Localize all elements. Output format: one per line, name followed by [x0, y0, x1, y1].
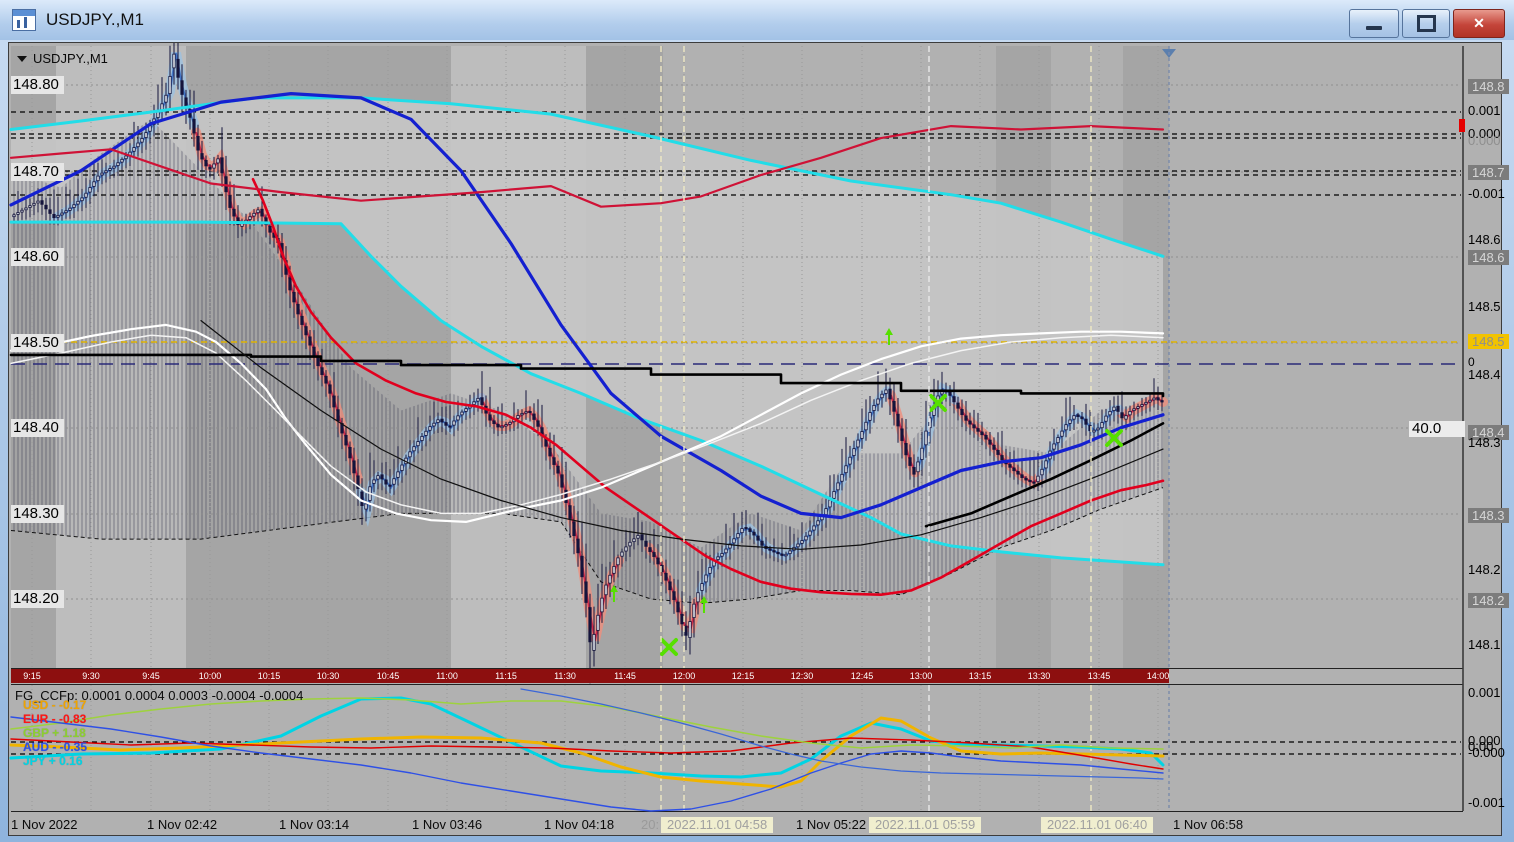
time-strip-label: 13:15: [968, 671, 992, 681]
axis-price-label: -0.001: [1468, 186, 1505, 201]
date-axis-label: 2022.11.01 05:59: [869, 817, 982, 833]
axis-price-label: 148.6: [1468, 250, 1509, 265]
axis-price-label: 148.2: [1468, 562, 1501, 577]
axis-price-label: 0.00: [1468, 739, 1494, 754]
chevron-down-icon: [17, 55, 27, 62]
axis-price-label: 148.2: [1468, 593, 1509, 608]
time-strip-label: 9:30: [82, 671, 100, 681]
date-axis-label: 20:: [641, 817, 660, 832]
date-axis-label: 1 Nov 02:42: [147, 817, 218, 832]
time-strip-label: 10:15: [257, 671, 281, 681]
axis-price-label: 148.4: [1468, 425, 1509, 440]
legend-currency-row: USD - -0.17: [23, 698, 87, 712]
date-axis-label: 2022.11.01 06:40: [1041, 817, 1154, 833]
price-label: 148.70: [11, 163, 64, 181]
axis-price-label: 148.4: [1468, 367, 1501, 382]
axis-price-label: 148.3: [1468, 435, 1501, 450]
price-label: 148.20: [11, 590, 64, 608]
time-strip-label: 11:00: [436, 671, 458, 681]
price-label: 148.40: [11, 419, 64, 437]
time-strip-label: 12:30: [790, 671, 814, 681]
minimize-icon: [1366, 25, 1382, 30]
axis-price-label: 0.000: [1468, 126, 1501, 141]
axis-price-label: 148.5: [1468, 334, 1509, 349]
date-axis-label: 1 Nov 03:14: [279, 817, 350, 832]
axis-price-label: 0: [1468, 355, 1475, 369]
date-axis-label: 1 Nov 06:58: [1173, 817, 1244, 832]
time-strip-label: 9:15: [23, 671, 41, 681]
chart-client-area[interactable]: USDJPY.,M1 FG_CCFp: 0.0001 0.0004 0.0003…: [8, 42, 1509, 837]
symbol-timeframe-label[interactable]: USDJPY.,M1: [17, 51, 108, 66]
time-strip-label: 13:30: [1027, 671, 1051, 681]
price-label: 148.60: [11, 248, 64, 266]
time-strip-label: 10:45: [376, 671, 400, 681]
date-axis-label: 2022.11.01 04:58: [661, 817, 774, 833]
time-strip-label: 11:30: [554, 671, 576, 681]
legend-currency-row: GBP + 1.18: [23, 726, 86, 740]
axis-price-label: -0.001: [1468, 795, 1505, 810]
axis-price-label: 148.1: [1468, 637, 1501, 652]
legend-currency-row: AUD - -0.35: [23, 740, 88, 754]
title-bar[interactable]: USDJPY.,M1 ✕: [0, 0, 1514, 40]
time-strip-label: 11:15: [495, 671, 517, 681]
minimize-button[interactable]: [1349, 9, 1399, 38]
axis-price-label: 148.7: [1468, 165, 1509, 180]
axis-price-label: 148.6: [1468, 232, 1501, 247]
price-label: 148.80: [11, 76, 64, 94]
time-strip-label: 11:45: [614, 671, 636, 681]
time-strip-label: 10:30: [316, 671, 340, 681]
time-strip-label: 14:00: [1146, 671, 1170, 681]
date-axis-label: 1 Nov 2022: [11, 817, 78, 832]
axis-price-label: -0.000: [1468, 745, 1505, 760]
close-button[interactable]: ✕: [1453, 9, 1505, 38]
legend-currency-row: EUR - -0.83: [23, 712, 87, 726]
time-strip-label: 12:15: [731, 671, 755, 681]
price-label: 148.50: [11, 334, 64, 352]
date-axis-label: 1 Nov 03:46: [412, 817, 483, 832]
price-label: 148.30: [11, 505, 64, 523]
axis-price-label: 0.001: [1468, 103, 1501, 118]
indicator-header: FG_CCFp: 0.0001 0.0004 0.0003 -0.0004 -0…: [15, 688, 304, 703]
axis-price-label: 0.001: [1468, 685, 1501, 700]
price-chart-canvas[interactable]: [9, 43, 1503, 837]
time-strip-label: 12:00: [672, 671, 696, 681]
current-price-badge: 40.0: [1409, 421, 1465, 437]
axis-price-label: 0.000: [1468, 733, 1501, 748]
axis-price-label: 148.3: [1468, 508, 1509, 523]
axis-price-label: 0.000: [1468, 133, 1501, 148]
time-strip-label: 10:00: [198, 671, 222, 681]
axis-price-label: 148.5: [1468, 299, 1501, 314]
time-strip-label: 12:45: [850, 671, 874, 681]
date-axis-label: 1 Nov 04:18: [544, 817, 615, 832]
window-title: USDJPY.,M1: [46, 10, 144, 29]
time-strip-label: 9:45: [142, 671, 160, 681]
chart-overlay-labels: USDJPY.,M1 FG_CCFp: 0.0001 0.0004 0.0003…: [9, 43, 1509, 837]
date-axis-label: 1 Nov 05:22: [796, 817, 867, 832]
axis-price-label: 148.8: [1468, 79, 1509, 94]
maximize-button[interactable]: [1402, 9, 1450, 38]
legend-currency-row: JPY + 0.16: [23, 754, 83, 768]
close-icon: ✕: [1473, 15, 1485, 31]
time-strip-label: 13:00: [909, 671, 933, 681]
maximize-icon: [1416, 15, 1436, 32]
chart-window-icon: [12, 9, 36, 31]
time-strip-label: 13:45: [1087, 671, 1111, 681]
